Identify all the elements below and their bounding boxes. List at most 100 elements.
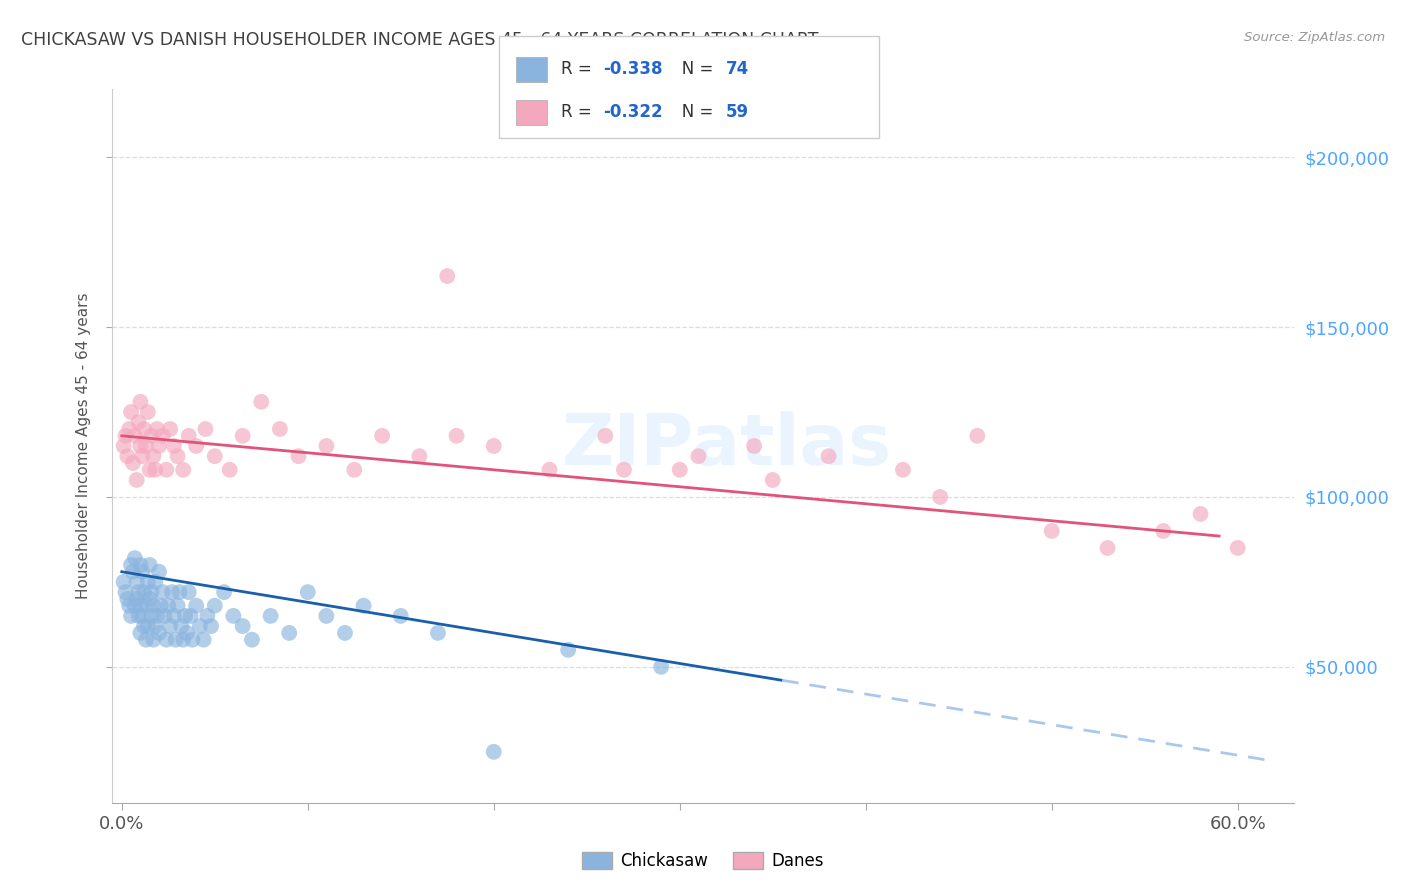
Point: [129, 439, 152, 453]
Point: [142, 449, 165, 463]
Point: [148, 439, 170, 453]
Point: [148, 626, 170, 640]
Point: [688, 449, 710, 463]
Point: [966, 429, 988, 443]
Point: [1040, 524, 1063, 538]
Point: [204, 449, 226, 463]
Point: [138, 463, 160, 477]
Point: [136, 619, 159, 633]
Text: Source: ZipAtlas.com: Source: ZipAtlas.com: [1244, 31, 1385, 45]
Point: [117, 591, 139, 606]
Point: [114, 429, 136, 443]
Point: [166, 449, 188, 463]
Point: [1226, 541, 1249, 555]
Point: [186, 599, 208, 613]
Point: [143, 619, 166, 633]
Point: [112, 574, 135, 589]
Point: [118, 599, 141, 613]
Point: [436, 269, 458, 284]
Point: [122, 565, 145, 579]
Point: [129, 558, 152, 572]
Point: [371, 429, 394, 443]
Point: [159, 422, 181, 436]
Point: [613, 463, 636, 477]
Point: [222, 608, 245, 623]
Point: [172, 632, 194, 647]
Point: [353, 599, 375, 613]
Point: [124, 599, 146, 613]
Point: [125, 591, 148, 606]
Point: [165, 632, 187, 647]
Point: [118, 422, 141, 436]
Point: [148, 565, 170, 579]
Point: [278, 626, 301, 640]
Point: [131, 565, 153, 579]
Point: [120, 608, 142, 623]
Point: [170, 619, 193, 633]
Point: [650, 660, 672, 674]
Point: [128, 585, 150, 599]
Point: [159, 619, 181, 633]
Point: [446, 429, 468, 443]
Point: [174, 608, 197, 623]
Point: [163, 439, 186, 453]
Point: [157, 599, 180, 613]
Text: N =: N =: [666, 61, 718, 78]
Point: [259, 608, 281, 623]
Point: [315, 608, 337, 623]
Point: [343, 463, 366, 477]
Point: [114, 585, 136, 599]
Point: [141, 608, 163, 623]
Point: [131, 608, 153, 623]
Point: [129, 394, 152, 409]
Point: [426, 626, 449, 640]
Point: [817, 449, 839, 463]
Text: -0.322: -0.322: [603, 103, 662, 121]
Point: [194, 422, 217, 436]
Point: [287, 449, 309, 463]
Point: [482, 745, 505, 759]
Point: [218, 463, 240, 477]
Point: [135, 632, 157, 647]
Point: [186, 439, 208, 453]
Point: [141, 429, 163, 443]
Point: [762, 473, 785, 487]
Point: [135, 599, 157, 613]
Point: [181, 632, 204, 647]
Point: [129, 599, 152, 613]
Point: [204, 599, 226, 613]
Point: [128, 415, 150, 429]
Point: [297, 585, 319, 599]
Point: [200, 619, 222, 633]
Point: [232, 619, 254, 633]
Point: [138, 558, 160, 572]
Point: [132, 619, 155, 633]
Point: [742, 439, 765, 453]
Point: [146, 422, 169, 436]
Text: R =: R =: [561, 103, 598, 121]
Text: N =: N =: [666, 103, 718, 121]
Point: [389, 608, 412, 623]
Point: [232, 429, 254, 443]
Point: [135, 439, 157, 453]
Point: [136, 574, 159, 589]
Point: [166, 599, 188, 613]
Point: [212, 585, 235, 599]
Point: [172, 463, 194, 477]
Point: [120, 558, 142, 572]
Point: [146, 608, 169, 623]
Point: [132, 422, 155, 436]
Point: [124, 429, 146, 443]
Y-axis label: Householder Income Ages 45 - 64 years: Householder Income Ages 45 - 64 years: [76, 293, 91, 599]
Text: 74: 74: [725, 61, 749, 78]
Point: [595, 429, 617, 443]
Point: [141, 585, 163, 599]
Point: [131, 449, 153, 463]
Point: [152, 429, 174, 443]
Point: [188, 619, 211, 633]
Point: [120, 405, 142, 419]
Point: [163, 608, 186, 623]
Point: [482, 439, 505, 453]
Point: [333, 626, 356, 640]
Point: [153, 608, 176, 623]
